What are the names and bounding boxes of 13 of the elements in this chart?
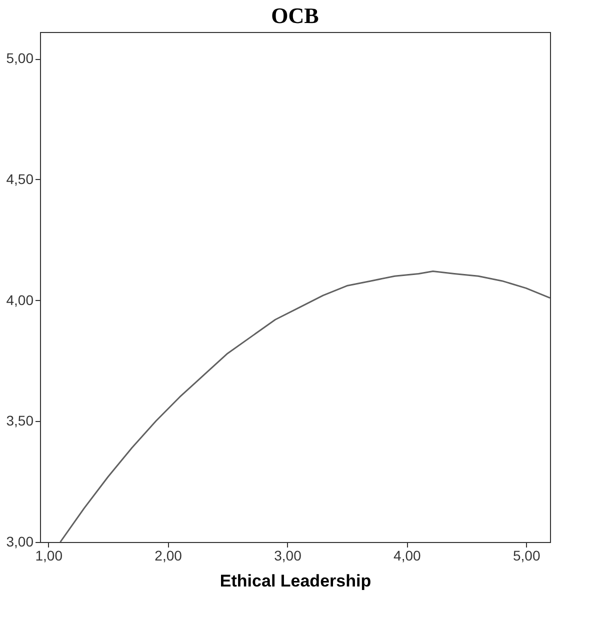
x-axis-title: Ethical Leadership [220,572,372,590]
y-tick-label: 5,00 [6,50,34,66]
y-tick-label: 4,50 [6,170,34,187]
y-tick-label: 3,00 [6,534,34,550]
x-tick-label: 1,00 [35,548,63,564]
chart-title: OCB [271,3,320,28]
x-tick-label: 2,00 [154,548,182,564]
x-tick-label: 3,00 [274,548,302,564]
x-tick-label: 5,00 [512,548,540,564]
x-tick-label: 4,00 [394,548,422,564]
y-tick-label: 3,50 [6,412,34,429]
y-tick-label: 4,00 [6,292,34,308]
line-series [60,270,550,542]
